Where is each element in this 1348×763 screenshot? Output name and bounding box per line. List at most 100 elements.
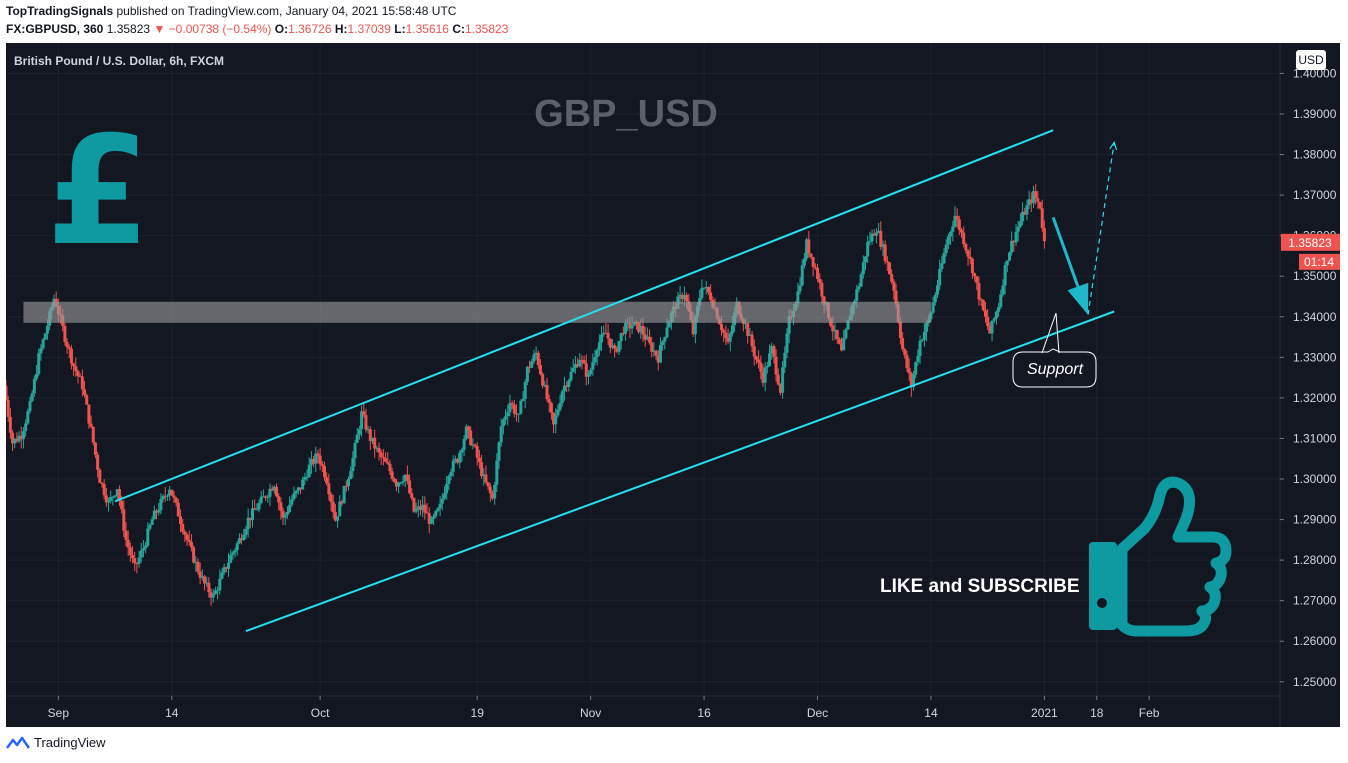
candle [685, 294, 689, 302]
footer[interactable]: TradingView [6, 735, 106, 750]
candle [613, 345, 617, 349]
symbol-info: FX:GBPUSD, 360 1.35823 ▼ −0.00738 (−0.54… [6, 22, 508, 36]
candle [244, 528, 248, 535]
candle [704, 286, 708, 288]
high-label: H: [334, 22, 348, 36]
like-subscribe-text: LIKE and SUBSCRIBE [880, 576, 1080, 597]
candle [83, 389, 87, 396]
candle [168, 489, 172, 496]
candle [432, 516, 436, 519]
candle [901, 338, 905, 350]
arrow-down-icon[interactable] [1051, 216, 1089, 315]
price-chart[interactable]: Support GBP_USD British Pound / U.S. Dol… [6, 43, 1340, 727]
candle [135, 563, 139, 565]
candle [460, 449, 464, 453]
candle [787, 316, 791, 334]
dashed-arrow-up-icon[interactable] [1087, 141, 1118, 315]
time-tick-label: 14 [165, 706, 179, 720]
candle [831, 325, 835, 332]
candle [13, 438, 17, 444]
thumbs-up-icon[interactable] [1089, 476, 1232, 637]
candle [386, 461, 390, 464]
candle [589, 369, 593, 375]
candle [410, 493, 414, 499]
candle [453, 458, 457, 461]
candle [141, 548, 145, 551]
candle [944, 244, 948, 253]
candle [768, 353, 772, 367]
candle [580, 359, 584, 361]
candle [1031, 191, 1035, 204]
publish-info: TopTradingSignals published on TradingVi… [6, 4, 456, 18]
time-tick-label: 14 [924, 706, 938, 720]
tradingview-logo-icon [6, 736, 30, 749]
candle [593, 357, 597, 363]
channel-upper-line[interactable] [114, 129, 1054, 503]
candle [879, 230, 883, 247]
time-axis[interactable]: Sep 14 Oct 19 Nov 16 Dec 14 2021 18 Feb [48, 696, 1160, 720]
candle [750, 334, 754, 347]
candle [307, 464, 311, 478]
candle [6, 400, 10, 417]
candle [916, 355, 920, 363]
candle [370, 437, 374, 442]
currency-badge[interactable]: USD [1296, 50, 1326, 70]
support-zone[interactable] [23, 301, 931, 323]
publisher-name[interactable]: TopTradingSignals [6, 4, 114, 18]
candle [96, 454, 100, 470]
symbol-label: FX:GBPUSD, 360 [6, 22, 104, 36]
candle [192, 547, 196, 563]
candle [820, 282, 824, 297]
candle [216, 590, 220, 592]
candle [320, 464, 324, 466]
candle [327, 483, 331, 495]
candle [15, 438, 19, 442]
candle [353, 442, 357, 459]
candle [783, 352, 787, 368]
candle [541, 374, 545, 386]
price-tick-label: 1.38000 [1293, 148, 1337, 162]
candle [1016, 226, 1020, 232]
candle [628, 322, 632, 329]
support-callout[interactable]: Support [1012, 312, 1097, 388]
candle [469, 430, 473, 446]
candle [523, 381, 527, 399]
candle [231, 552, 235, 555]
candle [102, 483, 106, 496]
candle [966, 250, 970, 257]
candle [368, 429, 372, 442]
time-tick-label: Feb [1139, 706, 1160, 720]
candle [641, 326, 645, 335]
last-price: 1.35823 [106, 22, 151, 36]
candle [412, 498, 416, 512]
countdown-label: 01:14 [1304, 255, 1334, 269]
channel-lower-line[interactable] [245, 310, 1115, 633]
candle [266, 496, 270, 498]
price-axis[interactable]: 1.25000 1.26000 1.27000 1.28000 1.29000 1.300… [1280, 66, 1337, 689]
candle [115, 489, 119, 496]
time-tick-label: 16 [697, 706, 711, 720]
candle [1042, 228, 1046, 242]
candle [861, 262, 865, 275]
candle [200, 576, 204, 578]
candle [870, 233, 874, 242]
candle [375, 447, 379, 449]
candle [752, 346, 756, 357]
candle [604, 332, 608, 334]
candle [268, 488, 272, 497]
candle [462, 438, 466, 450]
candle [355, 434, 359, 443]
candle [325, 477, 329, 484]
candle [98, 469, 102, 483]
candle [514, 413, 518, 415]
candle [405, 474, 409, 481]
candle [366, 429, 370, 431]
candle [80, 376, 84, 390]
candle [842, 338, 846, 351]
candle [569, 371, 573, 381]
price-change: −0.00738 (−0.54%) [168, 22, 272, 36]
candle [458, 452, 462, 463]
candle [981, 300, 985, 311]
candle [881, 244, 885, 247]
candle [528, 366, 532, 368]
